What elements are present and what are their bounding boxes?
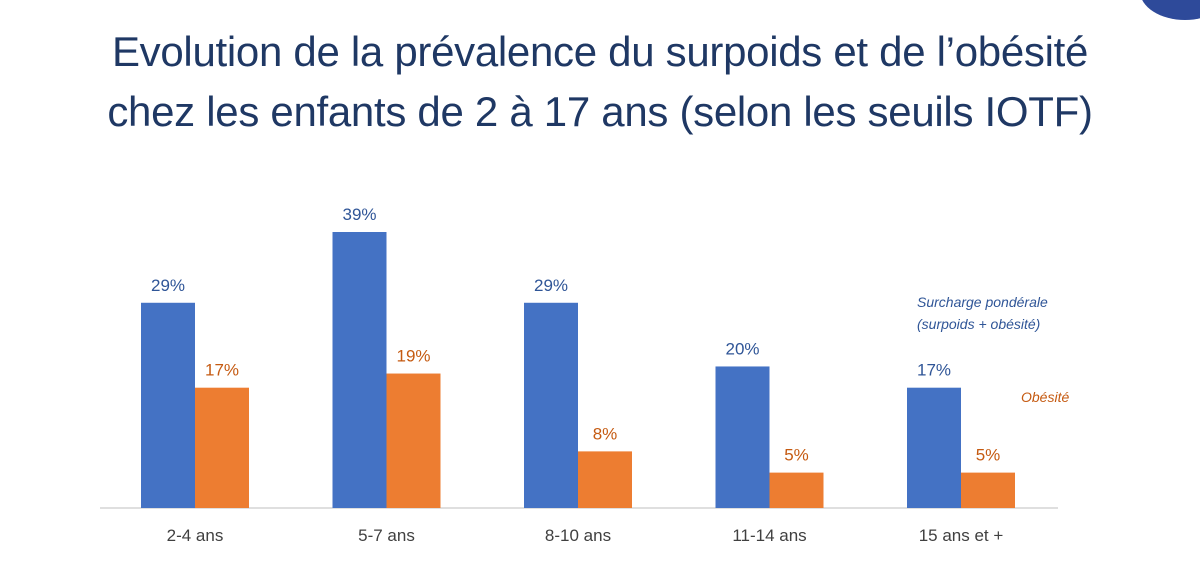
data-label-obesite-5: 5% (976, 446, 1001, 465)
bar-obesite-2 (386, 373, 441, 508)
bar-surcharge-4 (715, 366, 770, 508)
bar-surcharge-2 (332, 232, 387, 508)
data-label-surcharge-4: 20% (725, 339, 759, 358)
bar-obesite-1 (195, 387, 249, 508)
bar-obesite-5 (961, 472, 1015, 508)
x-tick-label-2: 5-7 ans (358, 526, 415, 545)
bar-surcharge-3 (524, 302, 578, 508)
data-label-surcharge-3: 29% (534, 276, 568, 295)
x-tick-label-5: 15 ans et + (919, 526, 1004, 545)
data-label-surcharge-2: 39% (342, 205, 376, 224)
legend-series-1-line-1: Surcharge pondérale (917, 294, 1048, 310)
x-tick-label-1: 2-4 ans (167, 526, 224, 545)
bar-obesite-3 (578, 451, 632, 508)
data-label-obesite-1: 17% (205, 361, 239, 380)
legend-series-2: Obésité (1021, 389, 1070, 405)
bar-surcharge-5 (907, 387, 961, 508)
bar-surcharge-1 (141, 302, 195, 508)
data-label-obesite-2: 19% (396, 347, 430, 366)
bar-obesite-4 (769, 472, 824, 508)
data-label-surcharge-5: 17% (917, 361, 951, 380)
legend-series-1: Surcharge pondérale (surpoids + obésité) (917, 291, 1048, 335)
data-label-surcharge-1: 29% (151, 276, 185, 295)
page-title: Evolution de la prévalence du surpoids e… (0, 22, 1200, 142)
title-line-2: chez les enfants de 2 à 17 ans (selon le… (107, 88, 1093, 135)
x-tick-label-4: 11-14 ans (732, 526, 806, 545)
legend-series-1-line-2: (surpoids + obésité) (917, 316, 1041, 332)
title-line-1: Evolution de la prévalence du surpoids e… (111, 28, 1089, 75)
data-label-obesite-3: 8% (593, 424, 618, 443)
x-tick-label-3: 8-10 ans (545, 526, 611, 545)
data-label-obesite-4: 5% (784, 446, 809, 465)
